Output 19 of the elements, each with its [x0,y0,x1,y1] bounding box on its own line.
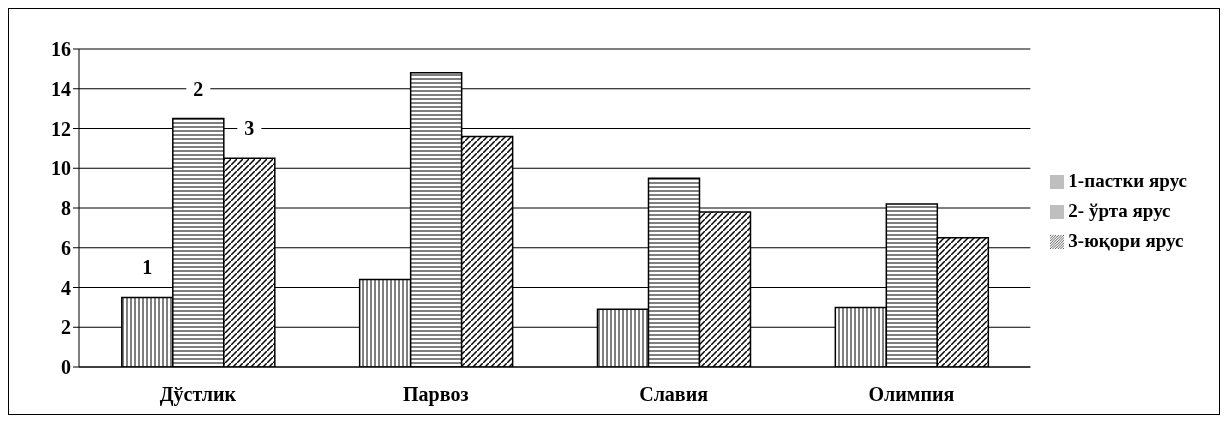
y-tick-label: 2 [61,316,71,339]
legend-label: 1-пастки ярус [1068,169,1187,191]
x-tick-label: Олимпия [868,383,955,406]
y-tick-label: 6 [61,236,71,259]
y-tick-label: 0 [61,356,71,379]
y-tick-label: 14 [51,77,71,100]
x-tick-label: Парвоз [403,383,469,407]
y-tick-label: 12 [51,117,71,140]
annotation: 3 [244,117,255,140]
legend-label: 2- ўрта ярус [1068,199,1171,221]
annotation: 1 [142,256,153,279]
x-tick-label: Дўстлик [159,383,237,407]
y-tick-label: 10 [51,157,71,180]
x-tick-label: Славия [639,383,709,406]
y-tick-label: 4 [61,276,71,299]
legend-label: 3-юқори ярус [1068,229,1184,251]
y-tick-label: 8 [61,197,71,220]
y-tick-label: 16 [51,38,71,61]
annotation: 2 [193,77,204,100]
